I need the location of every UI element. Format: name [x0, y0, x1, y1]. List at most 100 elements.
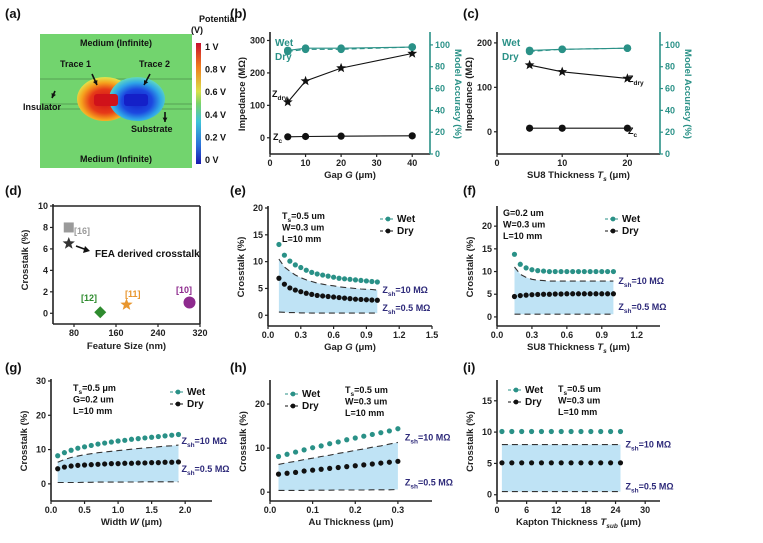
y-axis-label: Impedance (MΩ)	[464, 57, 475, 131]
data-point-wet	[528, 428, 535, 435]
data-point-dry	[301, 468, 307, 474]
data-point-wet	[509, 428, 515, 435]
y2-tick-label: 60	[435, 84, 445, 94]
data-point-wet	[335, 439, 341, 445]
data-point-dry	[558, 291, 564, 297]
colorbar-unit: (V)	[191, 25, 203, 35]
data-point-12	[94, 306, 107, 319]
zsh-label: Zsh=10 MΩ	[405, 432, 451, 445]
data-point-dry	[55, 466, 61, 472]
data-point-dry	[617, 460, 624, 466]
data-point-dry	[352, 296, 359, 302]
panel-i: (i) 0 6 12 18 24 30 0 5 10 15 Kapton Thickness Tsub…	[463, 360, 674, 530]
data-point-wet	[519, 428, 525, 435]
data-point-zc	[301, 132, 310, 141]
x-tick-label: 0.2	[349, 505, 362, 515]
data-point-dry	[598, 460, 604, 466]
legend-wet: Wet	[187, 387, 206, 398]
data-point-wet	[102, 440, 108, 446]
data-point-wet	[314, 271, 320, 277]
data-point-dry	[310, 467, 316, 473]
x-tick-label: 160	[108, 328, 123, 338]
zsh-label: Zsh=10 MΩ	[618, 276, 664, 289]
data-point-dry	[361, 462, 367, 468]
panel-h: (h) 0.0 0.1 0.2 0.3 0 10 20 Au Thickness (μm) Cro…	[230, 360, 453, 528]
data-point-dry	[623, 44, 632, 52]
data-point-wet	[538, 428, 545, 435]
data-point-wet	[352, 435, 358, 441]
data-point-dry	[538, 460, 545, 466]
zsh-10-line	[278, 258, 378, 291]
zc-label: Zc	[273, 132, 283, 145]
data-point-dry	[162, 459, 168, 465]
data-point-dry	[523, 292, 529, 298]
y-axis-label: Crosstalk (%)	[465, 237, 476, 298]
data-point-dry	[276, 275, 282, 281]
y-tick-label: 100	[477, 82, 492, 92]
data-point-wet	[303, 267, 309, 273]
x-tick-label: 20	[622, 158, 632, 168]
panel-label: (d)	[5, 183, 22, 198]
x-axis-label: SU8 Thickness Ts (μm)	[527, 342, 630, 355]
data-point-wet	[301, 447, 307, 453]
zsh-label: Zsh=10 MΩ	[181, 436, 227, 449]
legend-dry: Dry	[525, 397, 542, 408]
data-point-dry	[331, 294, 337, 300]
data-point-wet	[331, 274, 337, 280]
y-tick-label: 10	[255, 443, 265, 453]
series-line-zdry	[287, 52, 413, 103]
data-point-dry	[568, 460, 574, 466]
data-point-dry	[581, 291, 587, 297]
data-point-dry	[363, 297, 369, 303]
data-point-wet	[95, 441, 101, 447]
data-point-wet	[142, 435, 148, 441]
y-tick-label: 15	[253, 230, 263, 240]
annotation-line: Ts=0.5 um	[282, 211, 325, 224]
annotation-line: W=0.3 um	[345, 397, 387, 407]
data-point-wet	[378, 430, 384, 436]
x-tick-label: 0.3	[526, 330, 539, 340]
x-tick-label: 0.9	[360, 330, 373, 340]
x-tick-label: 0.0	[264, 505, 277, 515]
legend-swatch-marker	[385, 228, 391, 234]
data-point-dry	[528, 460, 535, 466]
x-tick-label: 30	[372, 158, 382, 168]
x-tick-label: 1.5	[145, 505, 158, 515]
y-tick-label: 200	[477, 38, 492, 48]
data-point-dry	[88, 462, 94, 468]
data-point-dry	[369, 461, 375, 467]
x-tick-label: 1.0	[112, 505, 125, 515]
x-tick-label: 1.2	[630, 330, 643, 340]
data-point-dry	[344, 464, 350, 470]
data-point-wet	[352, 277, 359, 283]
data-point-wet	[395, 426, 401, 432]
y-axis-label: Crosstalk (%)	[465, 411, 476, 472]
data-point-dry	[115, 461, 121, 467]
data-point-wet	[298, 264, 304, 271]
data-point-dry	[578, 460, 584, 466]
x-axis-label: SU8 Thickness Ts (μm)	[527, 170, 630, 183]
y-tick-label: 0	[260, 487, 265, 497]
x-axis-label: Gap G (μm)	[324, 170, 376, 181]
data-point-wet	[593, 268, 599, 275]
x-axis-label: Gap G (μm)	[324, 342, 376, 353]
zsh-label: Zsh=0.5 MΩ	[625, 482, 673, 495]
data-point-wet	[605, 268, 611, 275]
data-point-dry	[142, 460, 148, 466]
data-point-zdry	[282, 96, 293, 107]
legend-wet: Wet	[302, 389, 321, 400]
colorbar-tick-label: 0.8 V	[205, 65, 226, 75]
zsh-10-line	[514, 266, 614, 282]
data-point-dry	[608, 460, 614, 466]
y2-tick-label: 80	[665, 62, 675, 72]
data-point-dry	[292, 287, 298, 293]
data-point-zc	[284, 133, 292, 141]
data-point-dry	[575, 291, 582, 297]
x-tick-label: 0	[494, 505, 499, 515]
data-point-wet	[284, 451, 290, 457]
annotation-line: Ts=0.5 um	[558, 384, 601, 397]
data-point-dry	[535, 291, 541, 298]
colorbar-tick-label: 1 V	[205, 42, 219, 52]
y-tick-label: 4	[43, 265, 48, 275]
zsh-label: Zsh=0.5 MΩ	[181, 464, 229, 477]
